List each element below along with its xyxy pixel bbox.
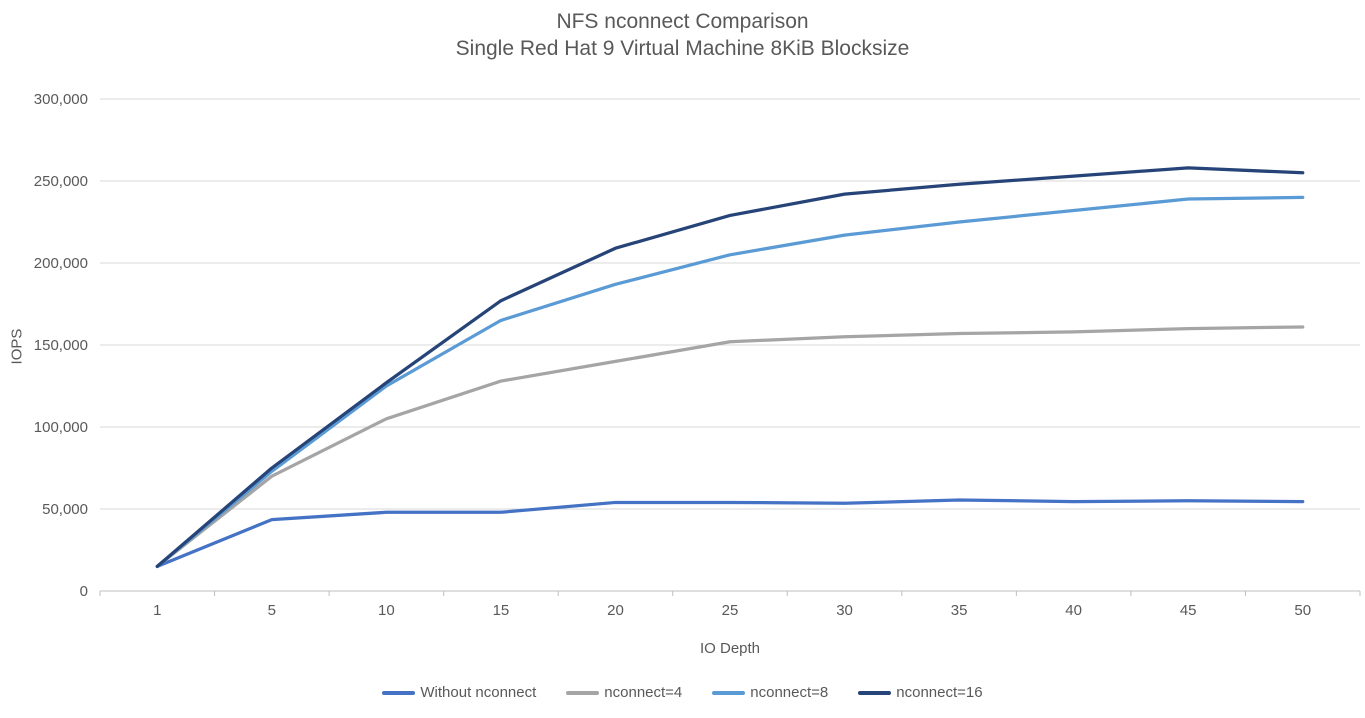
- legend-item-nconnect-16: nconnect=16: [858, 684, 983, 701]
- legend-label: Without nconnect: [420, 684, 537, 701]
- legend-line-swatch: [858, 690, 892, 695]
- legend-item-without-nconnect: Without nconnect: [382, 684, 536, 701]
- x-tick-label: 10: [378, 602, 395, 619]
- y-axis-title: IOPS: [8, 328, 26, 365]
- legend-item-nconnect-4: nconnect=4: [566, 684, 682, 701]
- y-tick-label: 0: [80, 583, 88, 600]
- x-tick-label: 30: [836, 602, 853, 619]
- y-tick-label: 200,000: [34, 255, 88, 272]
- legend-line-swatch: [382, 690, 416, 695]
- legend-line-swatch: [566, 690, 600, 695]
- series-line-nconnect-4: [155, 325, 1305, 569]
- x-tick-label: 35: [951, 602, 968, 619]
- y-tick-label: 300,000: [34, 91, 88, 108]
- series-line-nconnect-8: [155, 195, 1305, 569]
- chart-title-block: NFS nconnect Comparison Single Red Hat 9…: [0, 8, 1365, 62]
- chart-title: NFS nconnect Comparison: [556, 10, 809, 33]
- y-tick-label: 50,000: [42, 501, 88, 518]
- legend-label: nconnect=16: [896, 684, 983, 701]
- legend-label: nconnect=4: [604, 684, 683, 701]
- x-tick-label: 25: [722, 602, 739, 619]
- y-tick-label: 250,000: [34, 173, 88, 190]
- legend-item-nconnect-8: nconnect=8: [712, 684, 828, 701]
- series-line-without-nconnect: [155, 498, 1305, 569]
- legend-line-swatch: [712, 690, 746, 695]
- series-line-nconnect-16: [155, 166, 1305, 569]
- x-axis-title: IO Depth: [699, 640, 761, 657]
- y-tick-label: 100,000: [34, 419, 88, 436]
- x-tick-label: 15: [493, 602, 510, 619]
- y-tick-label: 150,000: [34, 337, 88, 354]
- chart-subtitle: Single Red Hat 9 Virtual Machine 8KiB Bl…: [455, 37, 910, 60]
- x-tick-label: 1: [153, 602, 161, 619]
- legend-label: nconnect=8: [750, 684, 829, 701]
- x-tick-label: 5: [268, 602, 276, 619]
- x-tick-label: 40: [1065, 602, 1082, 619]
- x-tick-label: 45: [1180, 602, 1197, 619]
- legend: Without nconnect nconnect=4 nconnect=8 n…: [0, 684, 1365, 701]
- x-tick-label: 50: [1294, 602, 1311, 619]
- x-tick-label: 20: [607, 602, 624, 619]
